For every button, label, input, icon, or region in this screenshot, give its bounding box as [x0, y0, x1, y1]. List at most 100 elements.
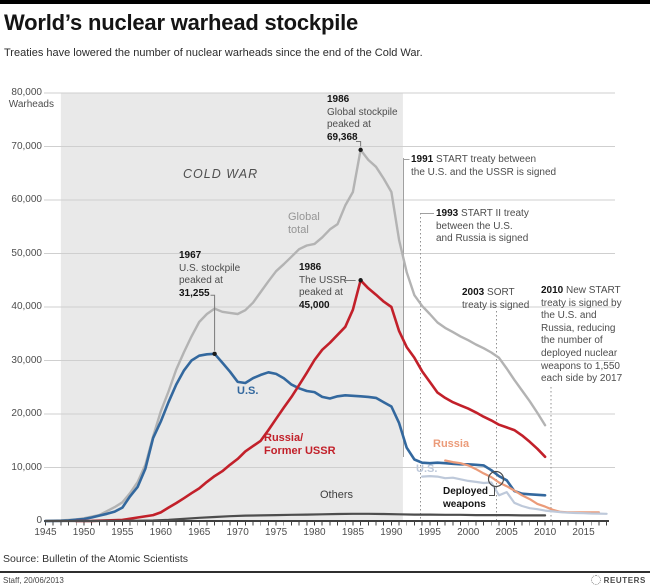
- x-tick-label-1970: 1970: [226, 527, 249, 538]
- annotation-line: peaked at: [327, 119, 398, 132]
- y-tick-label-80000: 80,000: [11, 87, 42, 98]
- y-tick-label-60000: 60,000: [11, 194, 42, 205]
- annotation-text: SORT: [484, 287, 515, 298]
- annotation-line: 1986: [299, 262, 347, 275]
- annotation-treaty-1993: 1993 START II treaty between the U.S. and …: [436, 208, 529, 246]
- x-tick-label-1990: 1990: [380, 527, 403, 538]
- y-tick-label-0: 0: [36, 515, 42, 526]
- annotation-deployed-weapons: Deployed weapons: [443, 486, 488, 511]
- series-label-line: Global: [288, 211, 320, 223]
- annotation-line: 1967: [179, 250, 240, 263]
- x-tick-label-2000: 2000: [457, 527, 480, 538]
- peak-dot-us-1967: [212, 351, 217, 356]
- x-tick-label-2015: 2015: [572, 527, 595, 538]
- y-tick-label-10000: 10,000: [11, 461, 42, 473]
- annotation-text: peaked at: [327, 119, 371, 131]
- x-tick-label-2010: 2010: [533, 527, 557, 538]
- annotation-text: U.S. stockpile: [179, 262, 241, 274]
- annotation-text: treaty is signed: [462, 299, 530, 311]
- annotation-text: Russia, reducing: [541, 322, 616, 334]
- annotation-line: The USSR: [299, 275, 347, 288]
- deployed-connector: [489, 487, 495, 496]
- annotation-line: 2010 New START: [541, 285, 622, 298]
- annotation-peak-global-1986: 1986 Global stockpile peaked at 69,368: [327, 94, 398, 144]
- annotation-line: 31,255: [179, 288, 240, 301]
- x-tick-label-2005: 2005: [495, 527, 518, 538]
- annotation-text: 45,000: [299, 299, 330, 311]
- annotation-line: Russia, reducing: [541, 323, 622, 336]
- page-subtitle: Treaties have lowered the number of nucl…: [4, 47, 423, 59]
- series-label-global: Global total: [288, 211, 320, 236]
- y-tick-label-70000: 70,000: [11, 140, 42, 152]
- page-title: World’s nuclear warhead stockpile: [4, 10, 359, 35]
- annotation-text: between the U.S.: [436, 220, 513, 232]
- y-axis-unit-label: Warheads: [8, 99, 54, 110]
- x-tick-label-1980: 1980: [303, 527, 326, 538]
- annotation-text: deployed nuclear: [541, 347, 618, 359]
- annotation-text: 1967: [179, 250, 202, 261]
- annotation-line: each side by 2017: [541, 373, 622, 386]
- annotation-line: weapons to 1,550: [541, 361, 622, 374]
- peak-dot-global-1986: [358, 147, 363, 153]
- annotation-text: peaked at: [179, 275, 223, 287]
- y-tick-label-30000: 30,000: [11, 354, 42, 366]
- reuters-orb-icon: [590, 575, 601, 585]
- reuters-wordmark: REUTERS: [603, 575, 646, 585]
- annotation-line: 69,368: [327, 132, 398, 145]
- series-line-others: [44, 512, 547, 523]
- series-label-line: Others: [320, 489, 354, 501]
- series-label-line: Russia/: [264, 432, 304, 444]
- series-label-line: total: [288, 223, 309, 236]
- x-tick-label-1985: 1985: [341, 527, 365, 538]
- series-label-line: Russia: [433, 438, 470, 450]
- annotation-line: the number of: [541, 335, 622, 348]
- annotation-treaty-2003: 2003 SORT treaty is signed: [462, 287, 529, 312]
- x-tick-label-1975: 1975: [264, 527, 288, 538]
- cold-war-label: COLD WAR: [183, 167, 259, 181]
- annotation-text: START treaty between: [433, 154, 537, 165]
- annotation-line: the U.S. and: [541, 310, 622, 323]
- annotation-line: 45,000: [299, 300, 347, 313]
- series-label-line: U.S.: [416, 463, 438, 475]
- annotation-text: the number of: [541, 335, 603, 347]
- annotation-text: the U.S. and: [541, 310, 597, 322]
- x-tick-label-1995: 1995: [418, 527, 441, 538]
- x-tick-label-1950: 1950: [72, 527, 96, 538]
- peak-connector-us-1967: [210, 294, 216, 351]
- annotation-line: treaty is signed by: [541, 298, 622, 311]
- annotation-peak-us-1967: 1967 U.S. stockpile peaked at 31,255: [179, 250, 240, 300]
- series-label-others: Others: [320, 489, 353, 502]
- series-label-russia: Russia/Former USSR: [264, 432, 336, 457]
- series-label-us-deployed: U.S.: [416, 463, 437, 476]
- annotation-text: The USSR: [299, 274, 347, 286]
- x-tick-label-1945: 1945: [34, 527, 57, 538]
- footer-credit: Staff, 20/06/2013: [3, 576, 64, 585]
- annotation-text: START II treaty: [458, 208, 529, 219]
- top-bar: [0, 0, 650, 4]
- x-tick-label-1960: 1960: [149, 527, 172, 538]
- annotation-peak-ussr-1986: 1986 The USSR peaked at 45,000: [299, 262, 347, 312]
- annotation-text: peaked at: [299, 287, 343, 299]
- annotation-text: 1991: [411, 154, 434, 165]
- annotation-text: and Russia is signed: [436, 233, 529, 245]
- annotation-line: between the U.S.: [436, 221, 529, 234]
- annotation-line: 2003 SORT: [462, 287, 529, 300]
- series-label-line: Former USSR: [264, 444, 336, 457]
- annotation-text: Deployed: [443, 486, 489, 497]
- annotation-text: each side by 2017: [541, 373, 623, 385]
- series-label-line: U.S.: [237, 385, 259, 397]
- annotation-line: weapons: [443, 499, 488, 512]
- series-line-russia: [74, 278, 547, 523]
- annotation-text: treaty is signed by: [541, 297, 622, 309]
- annotation-line: and Russia is signed: [436, 233, 529, 246]
- series-label-us: U.S.: [237, 385, 258, 398]
- annotation-line: U.S. stockpile: [179, 263, 240, 276]
- x-tick-label-1965: 1965: [188, 527, 211, 538]
- footer-divider: [0, 571, 650, 573]
- annotation-line: peaked at: [299, 287, 347, 300]
- annotation-line: 1993 START II treaty: [436, 208, 529, 221]
- annotation-line: 1986: [327, 94, 398, 107]
- annotation-line: peaked at: [179, 275, 240, 288]
- annotation-text: 31,255: [179, 287, 210, 299]
- annotation-text: 2010: [541, 285, 564, 296]
